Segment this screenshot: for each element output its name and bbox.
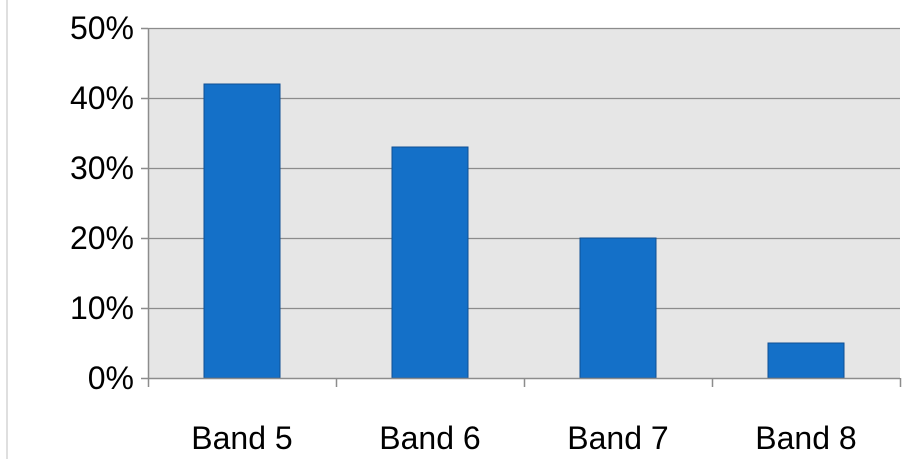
- x-tick-label: Band 7: [567, 420, 668, 456]
- x-axis-tick-labels: Band 5 Band 6 Band 7 Band 8: [191, 420, 856, 456]
- y-tick-label: 30%: [70, 150, 134, 186]
- y-tick-label: 50%: [70, 10, 134, 46]
- bars: [203, 83, 845, 379]
- axes: [141, 27, 902, 387]
- x-tick-label: Band 8: [755, 420, 856, 456]
- bar-band-8: [767, 342, 845, 379]
- y-axis-tick-labels: 0% 10% 20% 30% 40% 50%: [70, 10, 134, 396]
- y-tick-label: 10%: [70, 290, 134, 326]
- y-tick-label: 20%: [70, 220, 134, 256]
- x-tick-label: Band 6: [379, 420, 480, 456]
- y-tick-label: 0%: [88, 360, 134, 396]
- bar-band-6: [391, 146, 469, 379]
- y-tick-label: 40%: [70, 80, 134, 116]
- bar-band-7: [579, 237, 657, 379]
- x-tick-label: Band 5: [191, 420, 292, 456]
- bar-band-5: [203, 83, 281, 379]
